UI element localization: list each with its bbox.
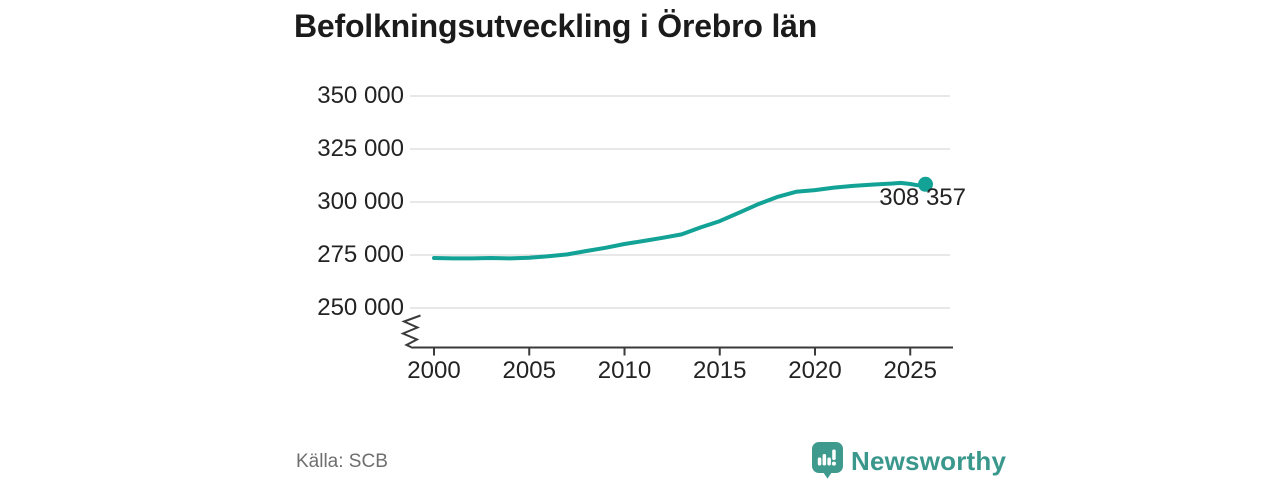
source-label: Källa: SCB xyxy=(296,451,388,472)
population-line xyxy=(432,180,928,261)
y-tick-label: 325 000 xyxy=(317,135,404,162)
newsworthy-bubble-chart-icon xyxy=(812,442,843,479)
x-tick-label: 2015 xyxy=(693,357,747,384)
x-tick-label: 2025 xyxy=(883,357,937,384)
x-tick-label: 2000 xyxy=(407,357,461,384)
y-tick-label: 275 000 xyxy=(317,241,404,268)
x-tick-label: 2005 xyxy=(502,357,556,384)
x-tick-label: 2020 xyxy=(788,357,842,384)
y-axis-break-icon xyxy=(400,314,421,349)
x-tick-label: 2010 xyxy=(597,357,652,384)
newsworthy-wordmark: Newsworthy xyxy=(851,445,1007,476)
y-tick-label: 350 000 xyxy=(317,82,404,109)
newsworthy-logo: Newsworthy xyxy=(812,442,1006,480)
chart-title: Befolkningsutveckling i Örebro län xyxy=(294,8,818,44)
y-tick-label: 300 000 xyxy=(317,188,404,215)
end-value-label: 308 357 xyxy=(879,184,966,211)
end-point-marker xyxy=(917,176,933,192)
logo-bar-chart-glyph xyxy=(817,449,836,466)
y-tick-label: 250 000 xyxy=(317,294,404,321)
